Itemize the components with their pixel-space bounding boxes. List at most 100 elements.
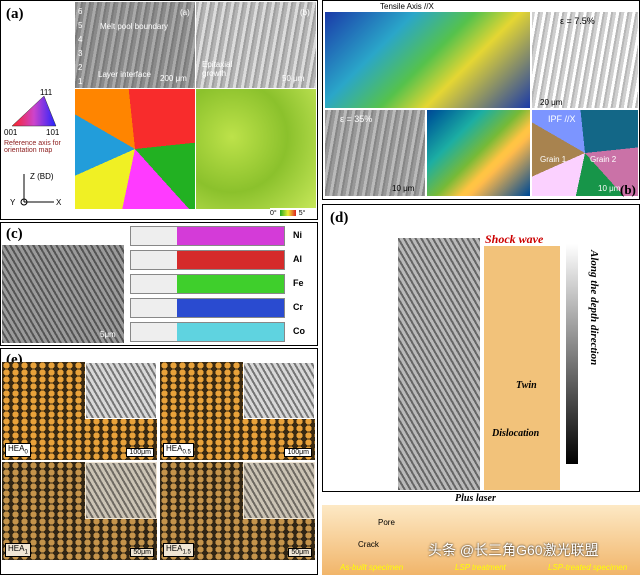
key-label: 5° xyxy=(298,209,306,217)
annotation: Plus laser xyxy=(455,493,496,504)
sample-sub: 1.5 xyxy=(182,550,191,556)
element-label: Al xyxy=(293,254,302,264)
axis-label: Y xyxy=(10,198,16,207)
annotation: Grain 1 xyxy=(540,155,567,164)
apt-bar xyxy=(130,274,285,294)
micrograph: HEA1.5 50μm xyxy=(160,462,315,560)
apt-bar xyxy=(130,298,285,318)
element-label: Fe xyxy=(293,278,304,288)
panel-label: (c) xyxy=(6,226,23,242)
annotation: Epitaxial growth xyxy=(202,60,233,78)
scale-bar: 50μm xyxy=(130,548,154,557)
micrograph xyxy=(75,2,195,88)
key-bar xyxy=(279,210,296,216)
ipf-label: 001 xyxy=(4,128,18,137)
caption: Reference axis for orientation map xyxy=(4,140,61,154)
layer-number: 4 xyxy=(78,34,83,44)
caption: As-built specimen xyxy=(340,563,404,572)
scale-bar: 100μm xyxy=(126,448,154,457)
sample-label: HEA1 xyxy=(5,543,31,557)
micrograph xyxy=(532,12,638,108)
layer-number: 2 xyxy=(78,62,83,72)
apt-bar xyxy=(130,226,285,246)
inset xyxy=(243,462,315,519)
scale-bar: 10 μm xyxy=(598,184,621,193)
panel-label: (d) xyxy=(330,210,349,226)
sub-label: (b) xyxy=(300,8,310,17)
annotation: Dislocation xyxy=(492,428,540,439)
scale-bar: 50 μm xyxy=(282,74,305,83)
inset xyxy=(85,462,157,519)
layer-numbers: 1 2 3 4 5 6 xyxy=(78,4,86,88)
layer-number: 6 xyxy=(78,6,83,16)
ipf-triangle xyxy=(11,95,57,127)
micrograph: HEA0 100μm xyxy=(2,362,157,460)
kam-map xyxy=(325,12,530,108)
sample-label: HEA0.5 xyxy=(163,443,194,457)
layer-number: 5 xyxy=(78,20,83,30)
annotation: Shock wave xyxy=(485,232,544,246)
sample-sub: 0.5 xyxy=(182,450,191,456)
micrograph xyxy=(196,2,316,88)
scale-bar: 100μm xyxy=(284,448,312,457)
annotation: Pore xyxy=(378,518,395,527)
micrograph xyxy=(325,110,425,196)
element-label: Co xyxy=(293,326,305,336)
scale-bar: 20 μm xyxy=(540,98,563,107)
watermark: 头条 @长三角G60激光联盟 xyxy=(428,542,599,558)
sample-label: HEA0 xyxy=(5,443,31,457)
ipf-label: 101 xyxy=(46,128,60,137)
apt-maps: Ni Al Fe Cr Co xyxy=(130,226,315,344)
tem-images xyxy=(398,238,480,490)
sample-label: HEA1.5 xyxy=(163,543,194,557)
annotation: Grain 2 xyxy=(590,155,617,164)
annotation: Along the depth direction xyxy=(588,250,600,366)
schematic xyxy=(484,246,560,490)
annotation: IPF //X xyxy=(548,114,576,124)
scale-bar: 5μm xyxy=(100,330,116,339)
sample-name: HEA xyxy=(8,544,25,554)
element-label: Cr xyxy=(293,302,304,312)
sample-sub: 0 xyxy=(24,450,28,456)
annotation: Twin xyxy=(516,380,537,391)
scale-bar: 50μm xyxy=(288,548,312,557)
panel-label: (a) xyxy=(6,6,24,22)
kam-map xyxy=(196,89,316,209)
axes-icon xyxy=(20,174,54,206)
axis-label: Z (BD) xyxy=(30,172,54,181)
process-strip xyxy=(322,505,640,575)
color-key: 0° 5° xyxy=(270,208,316,218)
apt-bar xyxy=(130,250,285,270)
caption: LSP-treated specimen xyxy=(548,563,628,572)
sub-label: (a) xyxy=(180,8,190,17)
micrograph: HEA0.5 100μm xyxy=(160,362,315,460)
kam-map xyxy=(427,110,530,196)
orientation-map xyxy=(75,89,195,209)
micrograph xyxy=(2,245,124,343)
ipf-label: 111 xyxy=(40,88,53,97)
orientation-map xyxy=(532,110,638,196)
caption: LSP treatment xyxy=(455,563,506,572)
annotation: Melt pool boundary xyxy=(100,22,169,31)
scale-bar: 200 μm xyxy=(160,74,187,83)
scale-bar: 10 μm xyxy=(392,184,415,193)
annotation: Crack xyxy=(358,540,379,549)
layer-number: 3 xyxy=(78,48,83,58)
micrograph: HEA1 50μm xyxy=(2,462,157,560)
layer-number: 1 xyxy=(78,76,83,86)
sample-name: HEA xyxy=(166,544,183,554)
sample-name: HEA xyxy=(166,444,183,454)
annotation: Layer interface xyxy=(98,70,151,79)
apt-bar xyxy=(130,322,285,342)
element-label: Ni xyxy=(293,230,302,240)
key-label: 0° xyxy=(270,209,277,217)
strain: ε = 35% xyxy=(340,114,373,124)
arrow xyxy=(566,244,578,464)
panel-label: (b) xyxy=(620,182,636,197)
sample-name: HEA xyxy=(8,444,25,454)
inset xyxy=(243,362,315,419)
panel-c xyxy=(0,222,318,346)
panel-a xyxy=(0,0,318,220)
